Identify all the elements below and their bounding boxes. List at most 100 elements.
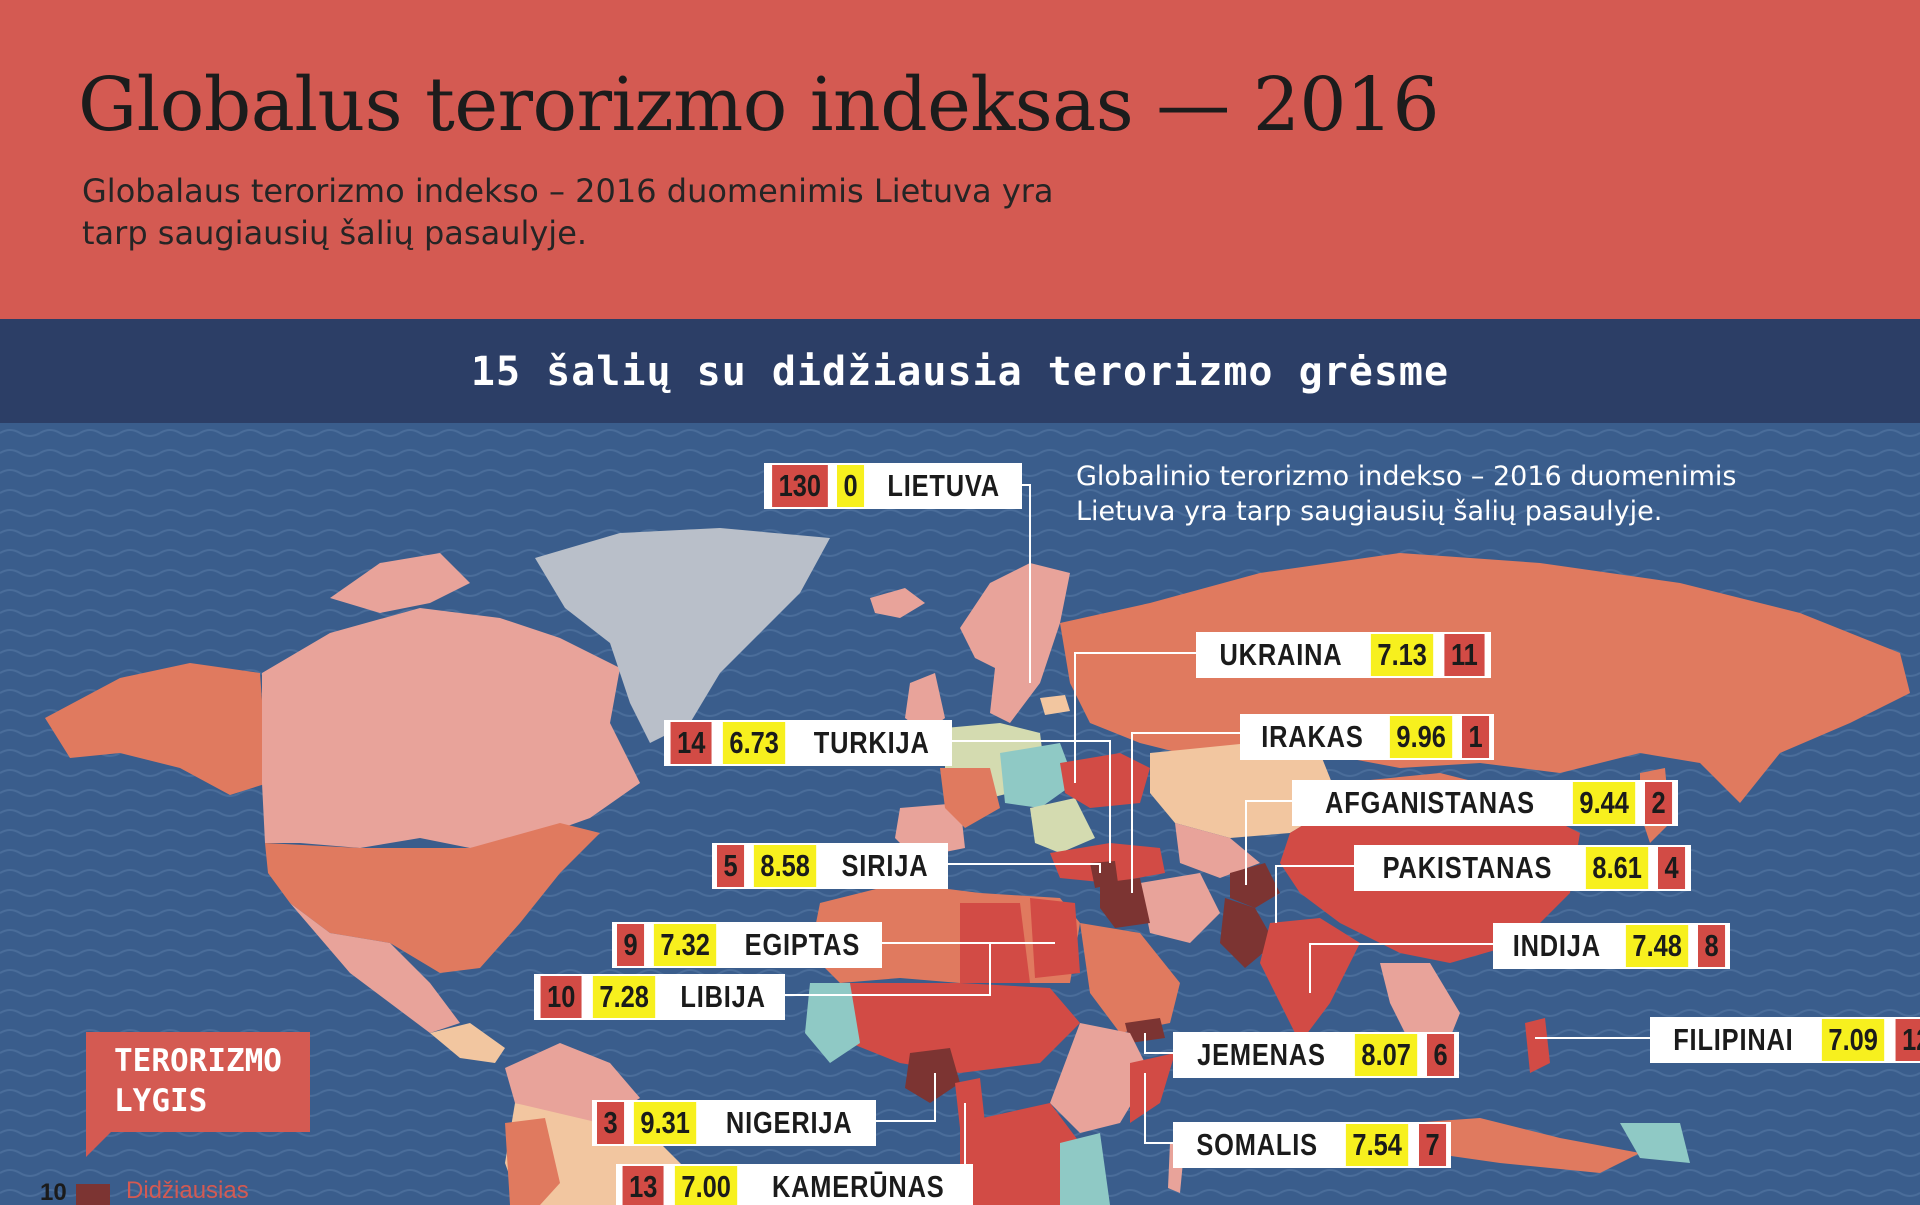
score-afganistanas: 9.44	[1572, 782, 1636, 824]
connector-ukraina	[1074, 652, 1196, 783]
score-filipinai: 7.09	[1821, 1019, 1885, 1061]
mexico-shape	[290, 903, 460, 1033]
rank-kamerunas: 13	[622, 1166, 664, 1205]
rank-afganistanas: 2	[1645, 782, 1673, 824]
new-guinea-shape	[1620, 1123, 1690, 1163]
legend-box	[86, 1032, 310, 1132]
rank-ukraina: 11	[1444, 634, 1485, 676]
label-pakistanas: PAKISTANAS 8.61 4	[1354, 845, 1691, 891]
score-libija: 7.28	[593, 976, 656, 1018]
legend-pointer	[86, 1131, 112, 1157]
label-libija: 10 7.28 LIBIJA	[534, 974, 786, 1020]
section-title: 15 šalių su didžiausia terorizmo grėsme	[470, 349, 1450, 395]
rank-indija: 8	[1697, 925, 1726, 967]
rank-nigerija: 3	[596, 1102, 625, 1144]
label-irakas: IRAKAS 9.96 1	[1240, 714, 1495, 760]
score-jemenas: 8.07	[1354, 1034, 1418, 1076]
legend-tick-label: 10	[40, 1179, 67, 1205]
somalia-shape	[1130, 1053, 1175, 1123]
page-subtitle-line-2: tarp saugiausių šalių pasaulyje.	[82, 214, 588, 252]
score-nigerija: 9.31	[634, 1102, 697, 1144]
page-subtitle: Globalaus terorizmo indekso – 2016 duome…	[82, 170, 1182, 254]
name-jemenas: JEMENAS	[1190, 1034, 1333, 1076]
name-ukraina: UKRAINA	[1212, 634, 1350, 676]
rank-sirija: 5	[716, 845, 745, 887]
name-indija: INDIJA	[1506, 925, 1608, 967]
philippines-shape	[1525, 1018, 1550, 1073]
score-sirija: 8.58	[754, 845, 817, 887]
name-lietuva: LIETUVA	[880, 465, 1007, 507]
name-afganistanas: AFGANISTANAS	[1318, 782, 1542, 824]
name-kamerunas: KAMERŪNAS	[765, 1166, 951, 1205]
rank-libija: 10	[540, 976, 582, 1018]
alaska-shape	[45, 663, 268, 795]
lithuania-shape	[1040, 695, 1070, 715]
label-indija: INDIJA 7.48 8	[1493, 923, 1731, 969]
west-africa-shape	[805, 983, 860, 1063]
egypt-shape	[1030, 898, 1080, 978]
peru-shape	[505, 1118, 560, 1205]
arctic-islands-shape	[330, 553, 470, 613]
iraq-shape	[1100, 878, 1150, 928]
rank-jemenas: 6	[1427, 1034, 1455, 1076]
nigeria-shape	[905, 1048, 960, 1103]
cameroon-shape	[955, 1078, 985, 1128]
score-ukraina: 7.13	[1370, 634, 1434, 676]
ukraine-shape	[1060, 753, 1150, 808]
connector-pakistanas	[1275, 865, 1354, 923]
score-indija: 7.48	[1625, 925, 1689, 967]
east-africa-shape	[1050, 1023, 1150, 1133]
legend-caption: Didžiausias	[126, 1177, 249, 1204]
central-africa-shape	[960, 1103, 1080, 1205]
label-turkija: 14 6.73 TURKIJA	[664, 720, 953, 766]
name-libija: LIBIJA	[673, 976, 773, 1018]
score-kamerunas: 7.00	[675, 1166, 738, 1205]
usa-shape	[265, 823, 600, 973]
afghanistan-shape	[1230, 863, 1280, 908]
connector-libija	[743, 943, 991, 996]
rank-egiptas: 9	[616, 924, 645, 966]
score-turkija: 6.73	[723, 722, 786, 764]
rank-filipinai: 12	[1895, 1019, 1920, 1061]
connector-jemenas	[1144, 1033, 1173, 1054]
connector-afganistanas	[1245, 800, 1292, 885]
name-sirija: SIRIJA	[834, 845, 935, 887]
label-lietuva: 130 0 LIETUVA	[764, 463, 1023, 509]
rank-irakas: 1	[1462, 716, 1490, 758]
page-subtitle-line-1: Globalaus terorizmo indekso – 2016 duome…	[82, 172, 1054, 210]
name-nigerija: NIGERIJA	[718, 1102, 859, 1144]
sahel-shape	[830, 983, 1080, 1073]
central-europe-shape	[1000, 743, 1075, 808]
pakistan-shape	[1220, 898, 1275, 968]
map-note-line-1: Globalinio terorizmo indekso – 2016 duom…	[1076, 461, 1737, 492]
score-egiptas: 7.32	[654, 924, 717, 966]
map-note-line-2: Lietuva yra tarp saugiausių šalių pasaul…	[1076, 496, 1663, 527]
name-filipinai: FILIPINAI	[1666, 1019, 1801, 1061]
name-irakas: IRAKAS	[1254, 716, 1371, 758]
score-pakistanas: 8.61	[1585, 847, 1649, 889]
score-lietuva: 0	[836, 465, 864, 507]
canada-shape	[262, 608, 640, 848]
label-sirija: 5 8.58 SIRIJA	[712, 843, 948, 889]
label-kamerunas: 13 7.00 KAMERŪNAS	[616, 1164, 974, 1205]
label-jemenas: JEMENAS 8.07 6	[1173, 1032, 1460, 1078]
legend-swatch-highest	[76, 1184, 110, 1205]
connector-indija	[1309, 943, 1493, 993]
rank-lietuva: 130	[772, 465, 828, 507]
indonesia-shape	[1410, 1118, 1640, 1173]
central-america-shape	[430, 1023, 505, 1063]
uk-shape	[905, 673, 945, 733]
greenland-shape	[535, 528, 830, 743]
map-note: Globalinio terorizmo indekso – 2016 duom…	[1076, 459, 1836, 529]
section-bar: 15 šalių su didžiausia terorizmo grėsme	[0, 319, 1920, 423]
connector-irakas	[1131, 732, 1240, 893]
label-egiptas: 9 7.32 EGIPTAS	[612, 922, 883, 968]
page-header: Globalus terorizmo indeksas — 2016 Globa…	[0, 0, 1920, 319]
connector-sirija	[926, 863, 1101, 873]
name-somalis: SOMALIS	[1189, 1124, 1325, 1166]
connector-turkija	[886, 740, 1111, 863]
rank-somalis: 7	[1418, 1124, 1446, 1166]
iran-shape	[1140, 873, 1220, 943]
scandinavia-shape	[960, 563, 1070, 723]
score-somalis: 7.54	[1346, 1124, 1409, 1166]
